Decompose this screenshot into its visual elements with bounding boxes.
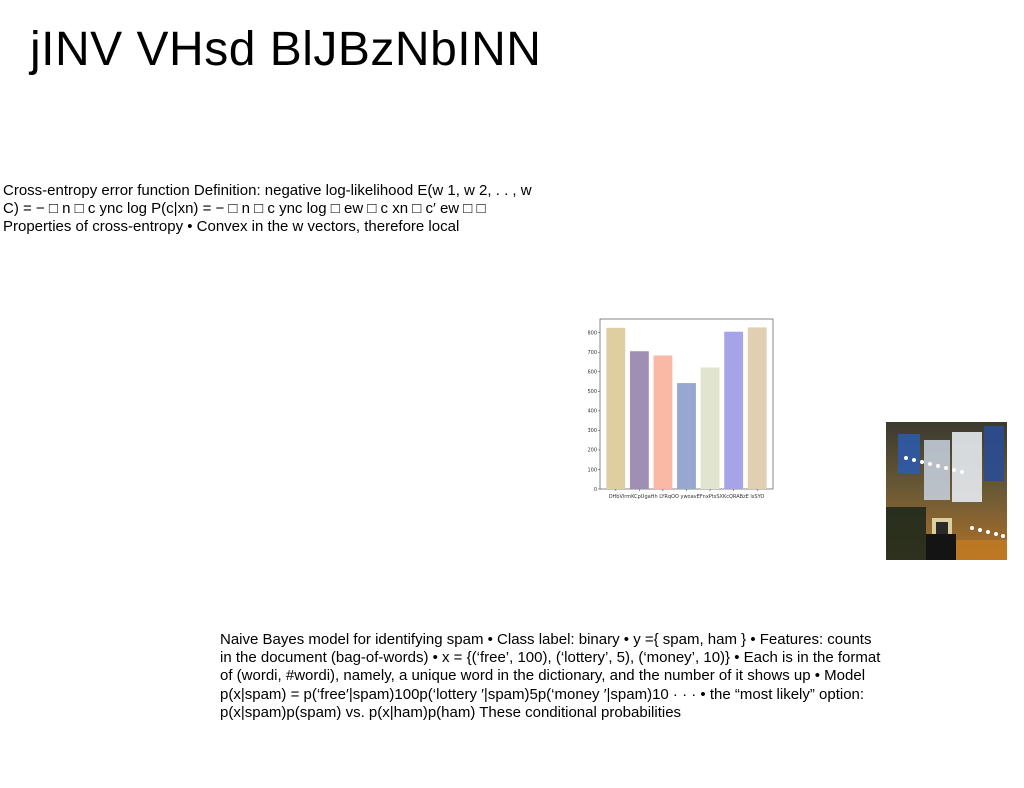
x-tick-labels: DHbVlrmKCpUgaHh LYRqOO ywoavEFnxPtsSXKcQ… [609,494,765,500]
bar-nxPtsSXKc [700,367,720,489]
bar-lsSYO [747,327,767,489]
y-tick-label: 100 [588,467,597,473]
bar-DHbVlrmK [606,327,626,489]
bar-ywoavEf [677,383,696,489]
text-block-naive-bayes: Naive Bayes model for identifying spam •… [220,631,881,721]
text-block-cross-entropy: Cross-entropy error function Definition:… [3,182,532,235]
bar-LYRqOO [653,355,673,489]
conference-hall-photo-icon [886,422,1007,560]
y-tick-label: 600 [588,370,597,376]
y-tick-label: 500 [588,389,597,395]
y-tick-label: 700 [588,350,597,356]
conference-hall-photo [886,422,1007,560]
y-tick-label: 800 [588,330,597,336]
bar-QRABzE [724,331,744,489]
bar-chart: 0 100 200 300 400 500 600 700 800 DHbVlrmKCpUgaHh… [587,316,778,504]
bar-CpUgaHh [629,351,649,489]
y-tick-label: 400 [588,409,597,415]
y-tick-label: 300 [588,428,597,434]
bar-chart-svg: 0 100 200 300 400 500 600 700 800 DHbVlrmKCpUgaHh… [587,318,774,500]
slide-title: jINV VHsd BlJBzNbINN [30,23,542,76]
y-tick-label: 0 [594,487,597,493]
y-tick-label: 200 [588,448,597,454]
